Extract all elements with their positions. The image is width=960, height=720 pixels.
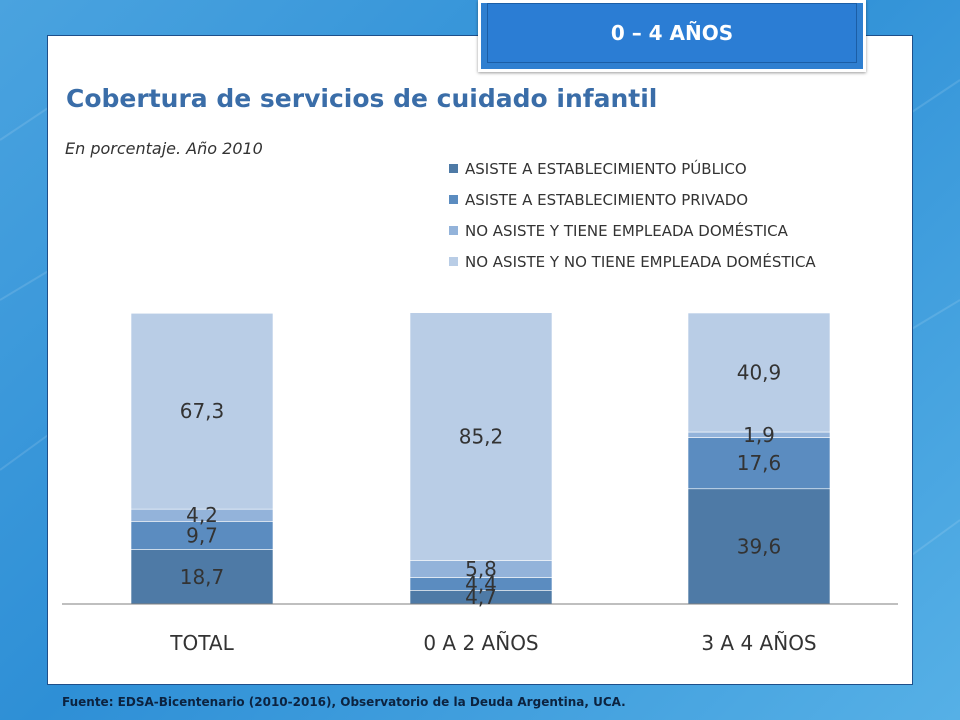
category-label-3-a-4-anos: 3 A 4 AÑOS — [701, 631, 816, 655]
legend-item-publico: ASISTE A ESTABLECIMIENTO PÚBLICO — [449, 153, 816, 184]
data-label-total-4: 67,3 — [180, 399, 225, 423]
legend-label-sin-empleada: NO ASISTE Y NO TIENE EMPLEADA DOMÉSTICA — [465, 252, 816, 271]
source-note: Fuente: EDSA-Bicentenario (2010-2016), O… — [62, 695, 626, 709]
category-label-total: TOTAL — [169, 631, 234, 655]
legend-swatch-sin-empleada — [449, 257, 458, 266]
bar-segment-total-1 — [130, 549, 274, 605]
age-range-badge-label: 0 – 4 AÑOS — [487, 3, 857, 63]
legend-label-publico: ASISTE A ESTABLECIMIENTO PÚBLICO — [465, 159, 747, 178]
data-label-3-a-4-anos-3: 1,9 — [743, 423, 775, 447]
legend-item-privado: ASISTE A ESTABLECIMIENTO PRIVADO — [449, 184, 816, 215]
bar-segment-3-a-4-anos-4 — [687, 312, 831, 433]
chart-subtitle: En porcentaje. Año 2010 — [65, 139, 263, 158]
legend-item-con-empleada: NO ASISTE Y TIENE EMPLEADA DOMÉSTICA — [449, 215, 816, 246]
data-label-total-2: 9,7 — [186, 523, 218, 547]
age-range-badge: 0 – 4 AÑOS — [478, 0, 866, 72]
bar-segment-3-a-4-anos-2 — [687, 437, 831, 490]
chart-legend: ASISTE A ESTABLECIMIENTO PÚBLICO ASISTE … — [449, 153, 816, 277]
legend-label-privado: ASISTE A ESTABLECIMIENTO PRIVADO — [465, 190, 749, 209]
chart-title: Cobertura de servicios de cuidado infant… — [66, 84, 658, 113]
data-label-total-3: 4,2 — [186, 503, 218, 527]
bar-segment-0-a-2-anos-4 — [409, 312, 553, 561]
legend-swatch-publico — [449, 164, 458, 173]
bar-segment-total-4 — [130, 312, 274, 510]
data-label-3-a-4-anos-1: 39,6 — [737, 534, 782, 558]
data-label-3-a-4-anos-2: 17,6 — [737, 451, 782, 475]
bar-segment-3-a-4-anos-1 — [687, 488, 831, 605]
bar-segment-total-2 — [130, 521, 274, 550]
data-label-0-a-2-anos-1: 4,7 — [465, 585, 497, 609]
legend-label-con-empleada: NO ASISTE Y TIENE EMPLEADA DOMÉSTICA — [465, 221, 788, 240]
data-label-0-a-2-anos-4: 85,2 — [459, 425, 504, 449]
category-label-0-a-2-anos: 0 A 2 AÑOS — [423, 631, 538, 655]
data-label-0-a-2-anos-2: 4,4 — [465, 572, 497, 596]
legend-item-sin-empleada: NO ASISTE Y NO TIENE EMPLEADA DOMÉSTICA — [449, 246, 816, 277]
legend-swatch-con-empleada — [449, 226, 458, 235]
data-label-total-1: 18,7 — [180, 565, 225, 589]
data-label-3-a-4-anos-4: 40,9 — [737, 361, 782, 385]
legend-swatch-privado — [449, 195, 458, 204]
data-label-0-a-2-anos-3: 5,8 — [465, 557, 497, 581]
